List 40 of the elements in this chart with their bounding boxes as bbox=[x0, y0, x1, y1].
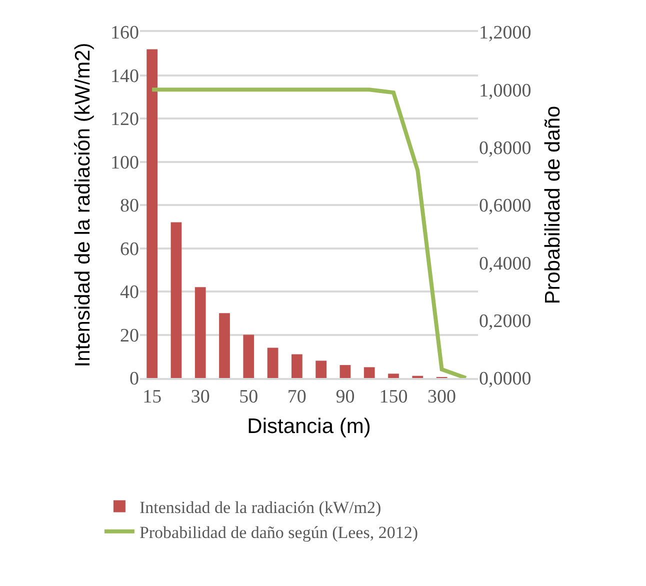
y2-tick-label: 1,2000 bbox=[479, 22, 532, 44]
bar bbox=[194, 287, 206, 378]
bar bbox=[219, 313, 230, 378]
bar bbox=[364, 367, 375, 378]
x-tick-label: 70 bbox=[287, 386, 306, 408]
y-tick-label: 0 bbox=[130, 368, 139, 390]
y-tick-label: 100 bbox=[110, 152, 139, 174]
y2-tick-label: 0,2000 bbox=[479, 310, 532, 332]
bar bbox=[267, 348, 278, 378]
y2-tick-label: 1,0000 bbox=[479, 80, 532, 102]
x-tick-label: 300 bbox=[428, 386, 456, 408]
y-tick-label: 60 bbox=[120, 238, 139, 260]
bar bbox=[292, 354, 302, 378]
y-tick-label: 20 bbox=[120, 325, 139, 346]
y2-axis-title: Probabilidad de daño bbox=[541, 106, 564, 304]
bar bbox=[340, 365, 351, 378]
bar bbox=[243, 334, 254, 378]
x-tick-label: 30 bbox=[190, 386, 210, 408]
y-axis-title: Intensidad de la radiación (kW/m2) bbox=[72, 42, 95, 368]
bar bbox=[316, 360, 326, 378]
bar bbox=[388, 374, 399, 378]
x-tick-label: 90 bbox=[336, 386, 355, 408]
line-series bbox=[150, 88, 468, 378]
y-tick-label: 140 bbox=[110, 66, 139, 87]
y-tick-label: 40 bbox=[120, 282, 139, 304]
y2-tick-label: 0,6000 bbox=[479, 196, 532, 217]
legend-label: Intensidad de la radiación (kW/m2) bbox=[139, 498, 382, 517]
y2-tick-label: 0,8000 bbox=[479, 138, 532, 159]
legend-label: Probabilidad de daño según (Lees, 2012) bbox=[139, 523, 418, 542]
x-axis-title: Distancia (m) bbox=[247, 415, 371, 438]
x-tick-label: 150 bbox=[379, 386, 408, 408]
y-tick-label: 80 bbox=[120, 196, 139, 217]
x-tick-label: 50 bbox=[239, 386, 258, 408]
bar bbox=[170, 222, 182, 378]
x-tick-label: 15 bbox=[142, 386, 162, 408]
y-tick-label: 160 bbox=[110, 22, 139, 44]
bar bbox=[146, 49, 158, 378]
y-tick-label: 120 bbox=[110, 109, 139, 130]
y2-tick-label: 0,0000 bbox=[479, 368, 532, 390]
y2-tick-label: 0,4000 bbox=[479, 253, 532, 274]
